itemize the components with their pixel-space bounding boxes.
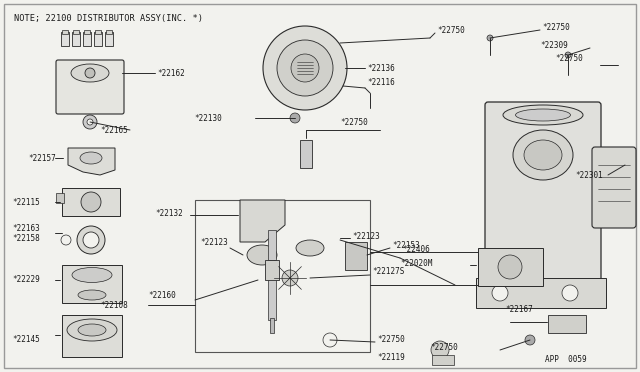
Text: *22157: *22157 (28, 154, 56, 163)
Ellipse shape (80, 152, 102, 164)
Text: *22115: *22115 (12, 198, 40, 206)
Bar (345, 242, 367, 270)
Circle shape (291, 54, 319, 82)
Bar (195, 200, 370, 352)
Polygon shape (68, 148, 115, 175)
Text: *22136: *22136 (367, 64, 395, 73)
Circle shape (61, 235, 71, 245)
FancyBboxPatch shape (56, 60, 124, 114)
Circle shape (431, 341, 449, 359)
Bar (61, 32, 69, 46)
Text: *22123: *22123 (200, 237, 228, 247)
Bar (106, 30, 112, 34)
Bar (268, 280, 276, 320)
Ellipse shape (78, 290, 106, 300)
Bar (62, 30, 68, 34)
Circle shape (290, 113, 300, 123)
Text: *22123: *22123 (352, 231, 380, 241)
Bar (95, 30, 101, 34)
Text: *22750: *22750 (430, 343, 458, 353)
Circle shape (87, 119, 93, 125)
Text: *22108: *22108 (100, 301, 128, 310)
Circle shape (83, 232, 99, 248)
Ellipse shape (296, 240, 324, 256)
Text: *22119: *22119 (377, 353, 404, 362)
Text: *22165: *22165 (100, 125, 128, 135)
Bar (105, 32, 113, 46)
Circle shape (562, 285, 578, 301)
Bar (62, 188, 120, 216)
Circle shape (277, 40, 333, 96)
Ellipse shape (72, 267, 112, 282)
Ellipse shape (71, 64, 109, 82)
Bar (478, 248, 543, 286)
Circle shape (487, 35, 493, 41)
Text: *22160: *22160 (148, 291, 176, 299)
Text: APP  0059: APP 0059 (545, 356, 587, 365)
Bar (73, 30, 79, 34)
Text: *22127S: *22127S (372, 267, 404, 276)
Circle shape (498, 255, 522, 279)
Circle shape (85, 68, 95, 78)
Text: *22153: *22153 (392, 241, 420, 250)
Text: *22158: *22158 (12, 234, 40, 243)
Bar (72, 32, 80, 46)
Text: *22750: *22750 (377, 336, 404, 344)
Text: *22162: *22162 (157, 68, 185, 77)
Text: *22750: *22750 (340, 118, 368, 126)
Bar (270, 318, 274, 333)
Bar (56, 193, 64, 203)
Ellipse shape (513, 130, 573, 180)
Ellipse shape (503, 105, 583, 125)
Text: *22020M: *22020M (400, 259, 433, 267)
Bar (300, 140, 312, 168)
Text: *22750: *22750 (555, 54, 583, 62)
Bar (268, 230, 276, 260)
Ellipse shape (524, 140, 562, 170)
Text: NOTE; 22100 DISTRIBUTOR ASSY(INC. *): NOTE; 22100 DISTRIBUTOR ASSY(INC. *) (14, 13, 203, 22)
Circle shape (81, 192, 101, 212)
Text: *22167: *22167 (505, 305, 532, 314)
FancyBboxPatch shape (485, 102, 601, 303)
Bar (265, 260, 279, 280)
Polygon shape (240, 200, 285, 242)
Text: *22116: *22116 (367, 77, 395, 87)
Text: *22309: *22309 (540, 41, 568, 49)
Bar (84, 30, 90, 34)
Bar (83, 32, 91, 46)
Text: *22406: *22406 (402, 246, 429, 254)
Circle shape (492, 285, 508, 301)
Circle shape (323, 333, 337, 347)
Circle shape (83, 115, 97, 129)
Circle shape (282, 270, 298, 286)
Circle shape (263, 26, 347, 110)
Text: *22132: *22132 (155, 208, 183, 218)
Bar (432, 355, 454, 365)
Text: *22145: *22145 (12, 336, 40, 344)
Circle shape (565, 52, 571, 58)
Bar (548, 315, 586, 333)
Text: *22130: *22130 (194, 113, 221, 122)
Text: *22301: *22301 (575, 170, 603, 180)
Bar (62, 265, 122, 303)
Text: *22163: *22163 (12, 224, 40, 232)
Ellipse shape (515, 109, 570, 121)
Bar (94, 32, 102, 46)
Circle shape (77, 226, 105, 254)
Circle shape (525, 335, 535, 345)
FancyBboxPatch shape (592, 147, 636, 228)
Ellipse shape (67, 319, 117, 341)
Text: *22750: *22750 (437, 26, 465, 35)
Text: *22229: *22229 (12, 276, 40, 285)
Ellipse shape (78, 324, 106, 336)
Bar (62, 315, 122, 357)
Text: *22750: *22750 (542, 22, 570, 32)
Ellipse shape (247, 245, 277, 265)
Bar (476, 278, 606, 308)
